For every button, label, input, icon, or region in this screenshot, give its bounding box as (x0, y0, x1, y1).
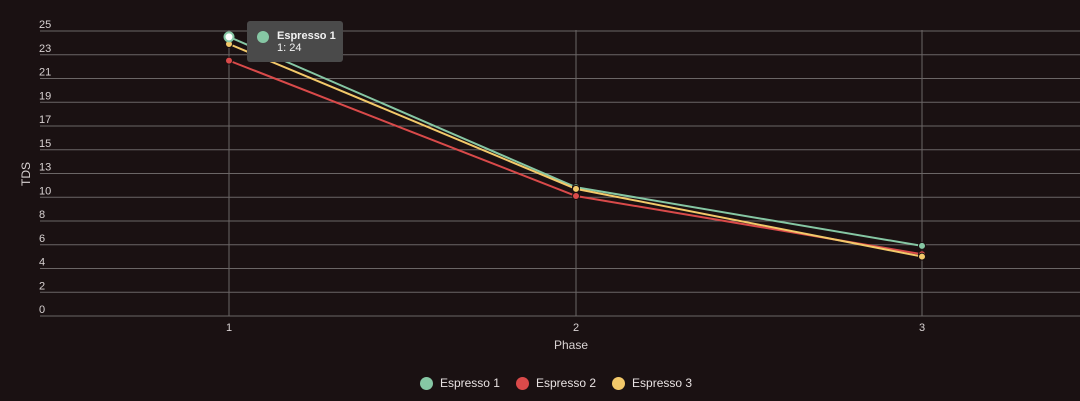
legend-dot-espresso-3 (612, 376, 626, 390)
legend-dot-espresso-2 (515, 376, 529, 390)
y-tick-label: 6 (39, 233, 45, 245)
data-tooltip: Espresso 1 1: 24 (247, 21, 343, 62)
legend-item-espresso-1[interactable]: Espresso 1 (419, 376, 500, 390)
legend-label-espresso-2: Espresso 2 (535, 376, 597, 390)
data-point-espresso-3[interactable] (918, 252, 926, 261)
tooltip-value: 1: 24 (277, 42, 302, 54)
tooltip-title: Espresso 1 (277, 30, 336, 42)
legend-dot-espresso-1 (419, 376, 433, 390)
y-tick-label: 8 (39, 209, 45, 221)
x-tick-label: 1 (226, 322, 232, 334)
x-tick-label: 2 (573, 322, 579, 334)
y-tick-label: 4 (39, 257, 45, 269)
legend-item-espresso-3[interactable]: Espresso 3 (612, 376, 692, 390)
y-tick-label: 10 (39, 185, 51, 197)
y-tick-label: 25 (39, 19, 51, 31)
y-tick-label: 21 (39, 67, 51, 79)
hovered-data-point[interactable] (223, 31, 235, 43)
series-layer (223, 31, 926, 261)
legend-label-espresso-1: Espresso 1 (439, 376, 500, 390)
y-axis-title: TDS (19, 162, 33, 186)
x-tick-label: 3 (919, 322, 925, 334)
x-axis-title: Phase (554, 338, 588, 352)
y-tick-label: 15 (39, 138, 51, 150)
tooltip-series-dot (257, 31, 269, 43)
x-tick-labels: 1 2 3 (226, 322, 925, 334)
data-point-espresso-1[interactable] (918, 241, 926, 250)
y-tick-label: 0 (39, 304, 45, 316)
data-point-espresso-2[interactable] (572, 192, 580, 200)
legend: Espresso 1 Espresso 2 Espresso 3 (0, 376, 1080, 390)
y-tick-label: 13 (39, 162, 51, 174)
y-tick-label: 19 (39, 90, 51, 102)
legend-label-espresso-3: Espresso 3 (632, 376, 693, 390)
grid-layer (40, 30, 1080, 317)
legend-item-espresso-2[interactable]: Espresso 2 (515, 376, 597, 390)
y-tick-label: 2 (39, 280, 45, 292)
y-tick-labels: 0 2 4 6 8 10 13 15 17 19 21 23 25 (39, 19, 51, 316)
data-point-espresso-2[interactable] (225, 56, 233, 65)
y-tick-label: 23 (39, 43, 51, 55)
data-point-espresso-3[interactable] (572, 184, 580, 193)
y-tick-label: 17 (39, 114, 51, 126)
